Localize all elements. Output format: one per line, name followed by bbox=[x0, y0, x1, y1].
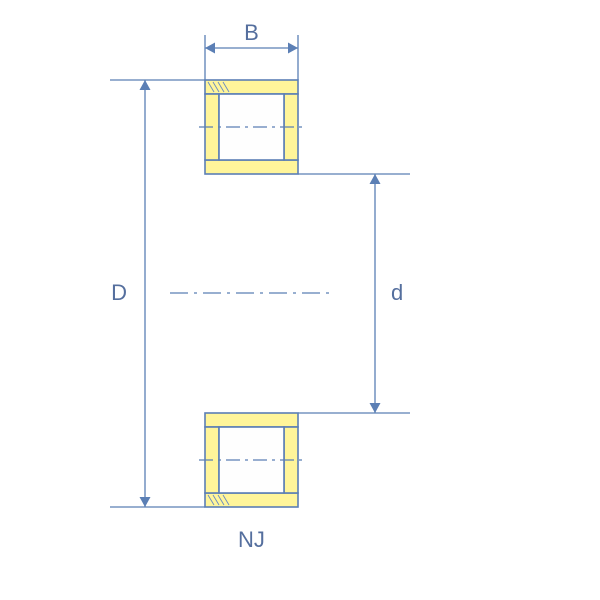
dim-d-label: d bbox=[391, 280, 403, 305]
dim-B-label: B bbox=[244, 20, 259, 45]
component-label: NJ bbox=[238, 527, 265, 552]
dim-D-label: D bbox=[111, 280, 127, 305]
